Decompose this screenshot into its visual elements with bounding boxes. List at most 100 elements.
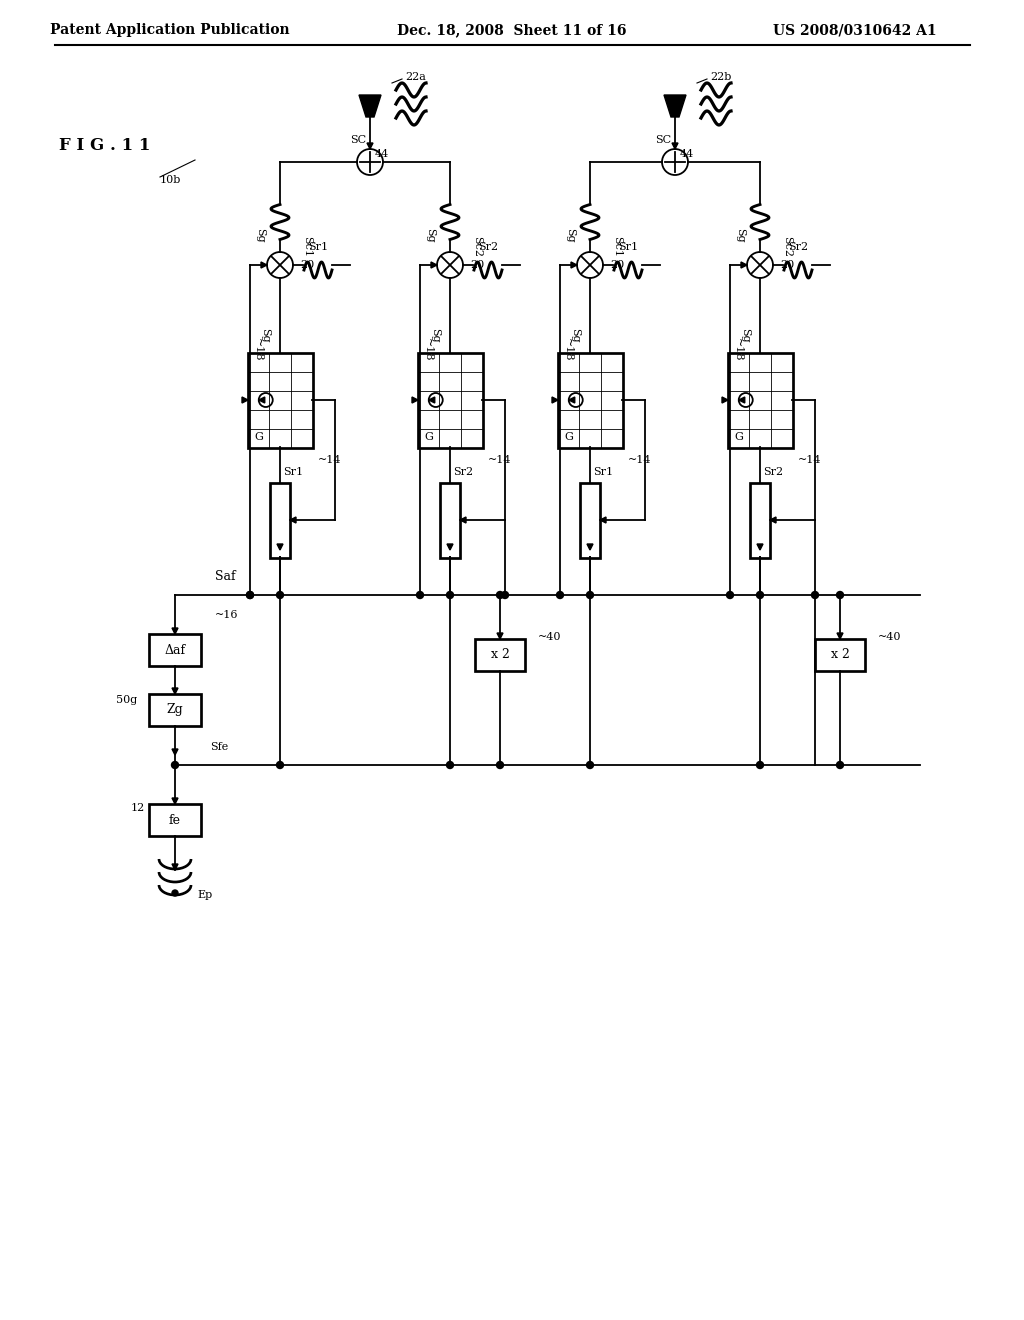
- Polygon shape: [587, 544, 593, 550]
- Circle shape: [446, 762, 454, 768]
- Text: Sg: Sg: [735, 227, 745, 243]
- Polygon shape: [429, 397, 435, 403]
- Text: 20: 20: [610, 260, 625, 271]
- Polygon shape: [290, 517, 296, 523]
- Text: ~40: ~40: [538, 632, 561, 642]
- Text: Δaf: Δaf: [165, 644, 185, 656]
- Text: ~14: ~14: [798, 455, 821, 465]
- Circle shape: [259, 393, 272, 407]
- Text: Sr2: Sr2: [787, 242, 808, 252]
- Circle shape: [497, 591, 504, 598]
- Text: 20: 20: [780, 260, 795, 271]
- Text: x 2: x 2: [830, 648, 850, 661]
- Text: Ep: Ep: [197, 890, 212, 900]
- Circle shape: [662, 149, 688, 176]
- Circle shape: [587, 591, 594, 598]
- Text: Sr1: Sr1: [283, 467, 303, 477]
- Text: Sg: Sg: [430, 327, 440, 342]
- Polygon shape: [571, 261, 577, 268]
- Polygon shape: [259, 397, 265, 403]
- Text: SC: SC: [655, 135, 671, 145]
- Text: 44: 44: [680, 149, 694, 158]
- Text: Sg: Sg: [570, 327, 580, 342]
- Text: ~18: ~18: [423, 338, 433, 362]
- Circle shape: [811, 591, 818, 598]
- Circle shape: [837, 591, 844, 598]
- Polygon shape: [722, 397, 728, 403]
- Polygon shape: [242, 397, 248, 403]
- Text: x 2: x 2: [490, 648, 509, 661]
- Text: Sg: Sg: [740, 327, 750, 342]
- Text: Sc2: Sc2: [472, 236, 482, 257]
- Bar: [150, 634, 201, 667]
- Circle shape: [757, 591, 764, 598]
- Bar: [557, 352, 623, 447]
- Polygon shape: [447, 544, 453, 550]
- Text: Sfe: Sfe: [210, 742, 228, 752]
- Polygon shape: [278, 544, 283, 550]
- Circle shape: [437, 252, 463, 279]
- Text: 20: 20: [300, 260, 314, 271]
- Polygon shape: [568, 397, 574, 403]
- Text: ~18: ~18: [563, 338, 573, 362]
- Text: Sr2: Sr2: [763, 467, 783, 477]
- Bar: [150, 694, 201, 726]
- Bar: [248, 352, 312, 447]
- Bar: [440, 483, 460, 557]
- Polygon shape: [672, 143, 678, 149]
- Circle shape: [757, 762, 764, 768]
- Text: Sc1: Sc1: [302, 236, 312, 257]
- Bar: [580, 483, 600, 557]
- Bar: [750, 483, 770, 557]
- Text: Dec. 18, 2008  Sheet 11 of 16: Dec. 18, 2008 Sheet 11 of 16: [397, 22, 627, 37]
- Circle shape: [497, 762, 504, 768]
- Text: Sg: Sg: [255, 227, 265, 243]
- Polygon shape: [460, 517, 466, 523]
- Circle shape: [276, 591, 284, 598]
- Circle shape: [738, 393, 753, 407]
- Polygon shape: [431, 261, 437, 268]
- Text: US 2008/0310642 A1: US 2008/0310642 A1: [773, 22, 937, 37]
- Circle shape: [357, 149, 383, 176]
- Polygon shape: [412, 397, 418, 403]
- Polygon shape: [552, 397, 558, 403]
- Circle shape: [502, 591, 509, 598]
- Polygon shape: [664, 95, 686, 117]
- Bar: [418, 352, 482, 447]
- Circle shape: [276, 762, 284, 768]
- Text: 20: 20: [470, 260, 484, 271]
- Text: ~18: ~18: [253, 338, 263, 362]
- Text: G: G: [424, 432, 433, 441]
- Polygon shape: [359, 95, 381, 117]
- Bar: [150, 804, 201, 836]
- Circle shape: [446, 591, 454, 598]
- Text: 12: 12: [131, 803, 145, 813]
- Text: ~40: ~40: [878, 632, 901, 642]
- Circle shape: [171, 762, 178, 768]
- Text: Sg: Sg: [565, 227, 575, 243]
- Text: Sg: Sg: [260, 327, 270, 342]
- Text: 22a: 22a: [406, 73, 426, 82]
- Text: Sr1: Sr1: [308, 242, 328, 252]
- Text: F I G . 1 1: F I G . 1 1: [59, 136, 151, 153]
- Text: 44: 44: [375, 149, 389, 158]
- Circle shape: [746, 252, 773, 279]
- Text: ~14: ~14: [488, 455, 512, 465]
- Text: G: G: [564, 432, 573, 441]
- Polygon shape: [172, 628, 178, 634]
- Text: Zg: Zg: [167, 704, 183, 717]
- Text: Sr2: Sr2: [478, 242, 498, 252]
- Text: fe: fe: [169, 813, 181, 826]
- Circle shape: [429, 393, 442, 407]
- Text: Sc2: Sc2: [782, 236, 792, 257]
- Circle shape: [247, 591, 254, 598]
- Text: SC: SC: [350, 135, 366, 145]
- Text: Sg: Sg: [425, 227, 435, 243]
- Circle shape: [267, 252, 293, 279]
- Circle shape: [837, 762, 844, 768]
- Text: 22b: 22b: [710, 73, 731, 82]
- Circle shape: [726, 591, 733, 598]
- Bar: [727, 352, 793, 447]
- Text: 10b: 10b: [160, 176, 180, 185]
- Circle shape: [247, 591, 254, 598]
